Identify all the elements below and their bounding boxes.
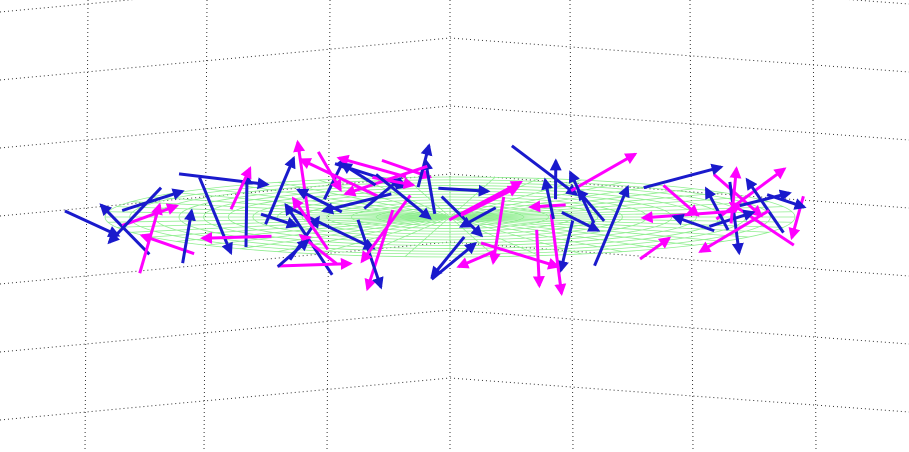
arrow: [510, 144, 579, 196]
arrow: [698, 209, 770, 253]
arrow: [363, 177, 403, 210]
arrow: [639, 236, 672, 261]
mesh-spoke: [239, 184, 451, 218]
arrow: [198, 176, 233, 256]
arrow: [640, 209, 736, 224]
arrow: [593, 184, 630, 267]
arrow: [729, 166, 742, 224]
mesh-spoke: [449, 216, 724, 242]
arrow: [643, 163, 724, 190]
mesh-spoke: [404, 216, 451, 257]
arrow: [181, 208, 196, 264]
arrow: [316, 151, 342, 192]
mesh-spoke: [360, 216, 451, 257]
arrow: [277, 257, 353, 270]
arrow: [240, 172, 253, 248]
arrow: [276, 238, 310, 268]
arrow: [456, 250, 495, 269]
arrow: [541, 177, 555, 220]
grid-line: [0, 309, 909, 353]
mesh-spoke: [449, 181, 623, 218]
arrow: [121, 203, 180, 227]
arrow: [704, 186, 730, 231]
arrow: [121, 188, 185, 212]
arrow: [488, 196, 506, 265]
arrow: [713, 173, 763, 218]
arrow: [728, 201, 795, 247]
grid-line: [203, 0, 208, 452]
grid-line: [0, 37, 909, 81]
arrow: [421, 157, 437, 215]
arrow: [343, 164, 428, 197]
arrow: [295, 188, 343, 214]
mesh-spoke: [176, 192, 451, 218]
arrow: [99, 203, 151, 256]
arrow: [739, 189, 792, 208]
grid-line: [812, 0, 817, 452]
arrow: [260, 212, 299, 229]
grid-line: [326, 0, 331, 452]
arrow: [264, 155, 296, 225]
arrow: [528, 200, 566, 213]
arrow: [460, 185, 521, 217]
arrow: [557, 220, 575, 273]
arrow: [64, 209, 121, 237]
arrow: [570, 152, 638, 192]
arrow: [480, 241, 561, 270]
mesh-spoke: [239, 216, 451, 250]
arrow: [430, 235, 466, 279]
arrows: [64, 139, 807, 297]
mesh-spoke: [107, 211, 451, 218]
arrow: [671, 214, 715, 233]
grid-line: [569, 0, 574, 452]
mesh-spoke: [449, 188, 694, 218]
grid-line: [84, 0, 89, 452]
arrow: [745, 177, 785, 234]
arrow: [430, 241, 478, 281]
grid-line: [0, 377, 909, 421]
arrow: [360, 194, 412, 264]
arrow: [375, 173, 432, 220]
arrow: [561, 211, 601, 232]
mesh-spoke: [449, 216, 769, 233]
arrow: [662, 184, 700, 217]
mesh-spoke: [449, 216, 784, 228]
arrow: [549, 213, 567, 297]
grid-line: [0, 105, 909, 149]
arrow: [438, 184, 491, 197]
arrow: [229, 166, 252, 210]
grid-line: [0, 0, 909, 13]
arrow: [568, 170, 596, 224]
arrow: [291, 196, 330, 251]
arrow: [339, 162, 377, 187]
arrow: [138, 202, 163, 274]
arrow: [298, 158, 381, 199]
arrow: [336, 154, 407, 179]
grid-line: [689, 0, 694, 452]
mesh-spoke: [449, 216, 694, 246]
arrow: [178, 172, 270, 190]
arrow: [200, 231, 272, 244]
arrow: [532, 229, 545, 289]
arrow: [293, 139, 311, 221]
